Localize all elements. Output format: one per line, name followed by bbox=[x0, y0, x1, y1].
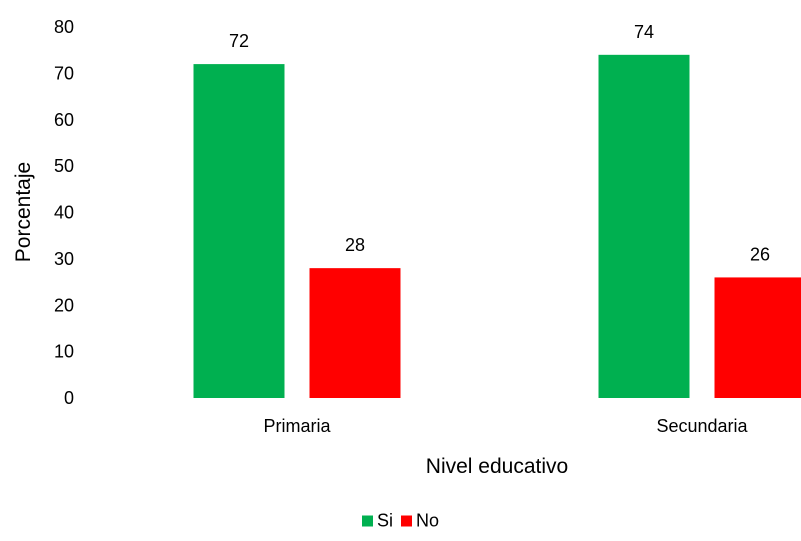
bar-si-primaria bbox=[193, 64, 285, 398]
bar-no-primaria bbox=[309, 268, 401, 398]
y-tick-label: 0 bbox=[64, 388, 74, 408]
x-axis-ticks: Primaria Secundaria bbox=[263, 416, 748, 436]
legend-swatch-si bbox=[361, 515, 373, 527]
data-label-si-secundaria: 74 bbox=[634, 22, 654, 42]
y-tick-label: 50 bbox=[54, 156, 74, 176]
y-tick-label: 60 bbox=[54, 110, 74, 130]
x-tick-label-primaria: Primaria bbox=[263, 416, 331, 436]
data-labels: 72 28 74 26 bbox=[229, 22, 770, 265]
bar-no-secundaria bbox=[714, 277, 801, 398]
data-label-no-secundaria: 26 bbox=[750, 244, 770, 264]
x-axis-title: Nivel educativo bbox=[426, 455, 568, 478]
legend-label-si: Si bbox=[376, 510, 393, 531]
data-label-no-primaria: 28 bbox=[345, 235, 365, 255]
y-axis-ticks: 0 10 20 30 40 50 60 70 80 bbox=[54, 17, 74, 408]
legend: Si No bbox=[0, 511, 801, 532]
y-tick-label: 40 bbox=[54, 203, 74, 223]
y-axis-title: Porcentaje bbox=[12, 162, 35, 262]
y-tick-label: 10 bbox=[54, 342, 74, 362]
y-tick-label: 20 bbox=[54, 295, 74, 315]
data-label-si-primaria: 72 bbox=[229, 31, 249, 51]
legend-label-no: No bbox=[416, 510, 440, 531]
y-tick-label: 70 bbox=[54, 63, 74, 83]
y-tick-label: 30 bbox=[54, 249, 74, 269]
legend-item-no: No bbox=[401, 511, 439, 532]
x-tick-label-secundaria: Secundaria bbox=[656, 416, 748, 436]
legend-item-si: Si bbox=[361, 510, 393, 532]
bar-si-secundaria bbox=[598, 54, 690, 398]
y-tick-label: 80 bbox=[54, 17, 74, 37]
bars bbox=[193, 54, 801, 398]
legend-swatch-no bbox=[401, 515, 412, 527]
